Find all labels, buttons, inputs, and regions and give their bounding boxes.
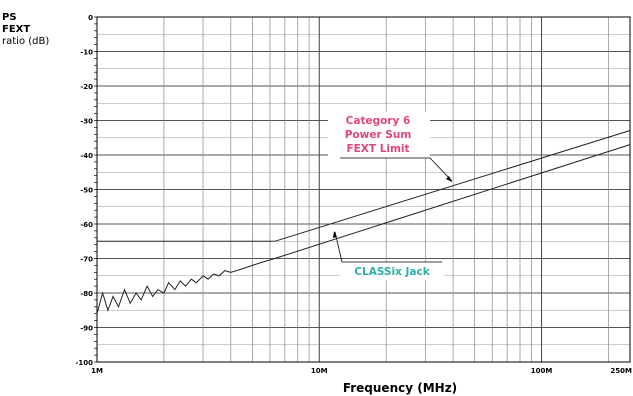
y-tick-label: 0 [88, 14, 93, 22]
y-tick-label: -10 [80, 49, 93, 57]
y-tick-label: -20 [80, 83, 93, 91]
x-axis-label: Frequency (MHz) [343, 381, 457, 395]
x-tick-labels: 1M 10M 100M 250M [91, 367, 632, 375]
series-line-limit [97, 130, 631, 242]
y-axis-label-line: ratio (dB) [2, 36, 50, 47]
y-tick-label: -30 [80, 118, 93, 126]
limit-label-line: FEXT Limit [346, 143, 409, 155]
y-axis-label-line: PS [2, 12, 17, 23]
y-tick-label: -50 [80, 187, 93, 195]
annotations: Category 6 Power Sum FEXT Limit CLASSix Jac… [328, 112, 453, 280]
plot-border [96, 16, 631, 363]
x-tick-label: 1M [91, 367, 103, 375]
x-tick-label: 100M [531, 367, 553, 375]
y-tick-label: -60 [80, 221, 93, 229]
y-tick-labels: 0 -10 -20 -30 -40 -50 -60 -70 -80 -90 -100 [75, 14, 93, 367]
jack-arrowhead [333, 231, 337, 238]
y-tick-label: -40 [80, 152, 93, 160]
y-tick-label: -70 [80, 256, 93, 264]
limit-arrowhead [446, 176, 452, 182]
y-tick-label: -100 [75, 359, 93, 367]
grid [96, 16, 630, 363]
y-axis-label-line: FEXT [2, 24, 31, 35]
limit-label-line: Power Sum [345, 129, 412, 141]
x-tick-label: 10M [311, 367, 328, 375]
plot-frame [94, 16, 631, 363]
series-line-jack [96, 144, 631, 314]
y-tick-label: -80 [80, 290, 93, 298]
series-lines [96, 130, 631, 314]
y-tick-label: -90 [80, 325, 93, 333]
jack-label: CLASSix Jack [354, 266, 430, 278]
x-tick-label: 250M [610, 367, 632, 375]
limit-label-line: Category 6 [346, 115, 411, 127]
jack-label-bg [340, 262, 444, 280]
limit-label-bg [328, 112, 430, 158]
y-axis-label: PS FEXT ratio (dB) [2, 12, 49, 48]
